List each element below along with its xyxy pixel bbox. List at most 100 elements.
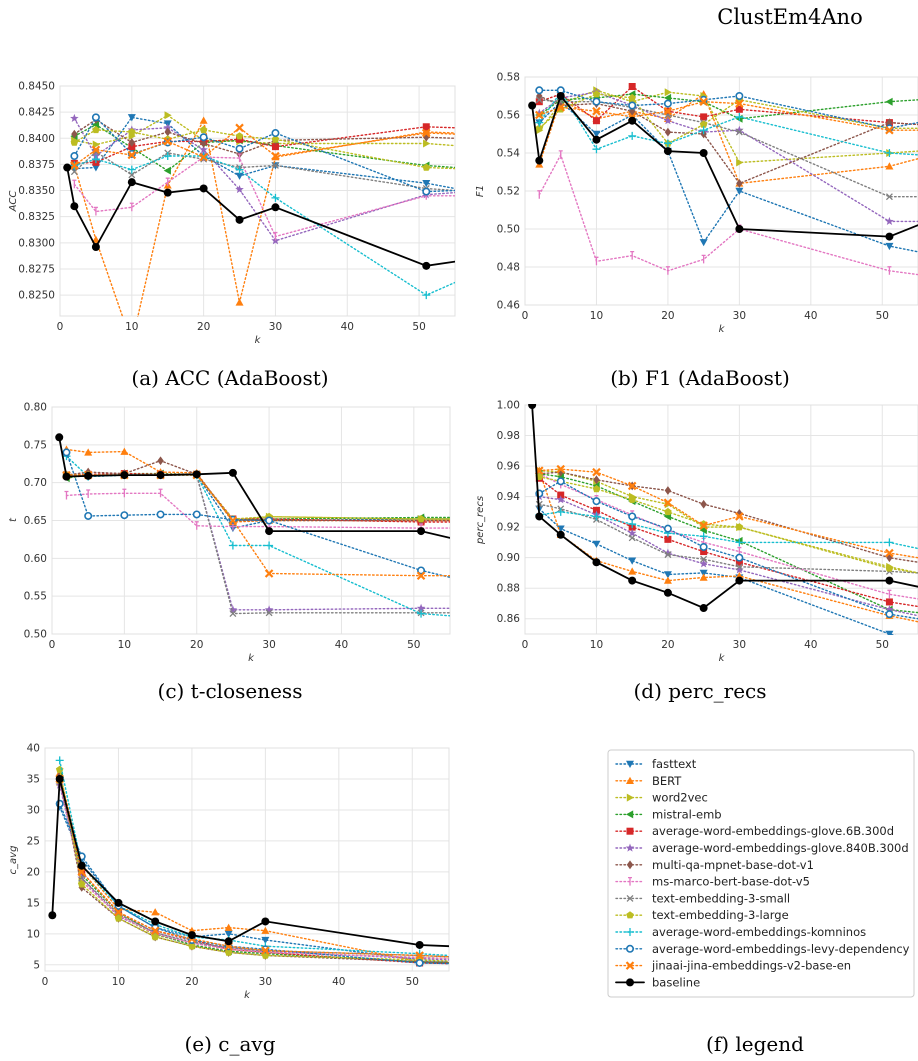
panel-caption: (c) t-closeness bbox=[158, 679, 303, 703]
data-point bbox=[735, 92, 744, 101]
c-avg-panel: 0 10 20 30 40 50 5 10 15 20 25 30 35 40 k c_avg (e) c_av… bbox=[8, 743, 450, 1056]
data-point bbox=[535, 108, 544, 117]
data-point bbox=[699, 521, 708, 530]
x-tick-label: 20 bbox=[661, 310, 674, 322]
data-point bbox=[663, 498, 673, 507]
y-tick-label: 15 bbox=[27, 897, 40, 909]
data-point bbox=[535, 98, 543, 106]
plot-area bbox=[63, 111, 455, 317]
data-point bbox=[164, 111, 172, 120]
data-point bbox=[628, 116, 637, 125]
data-point bbox=[265, 609, 273, 617]
y-tick-label: 0.92 bbox=[497, 522, 520, 534]
y-tick-label: 0.60 bbox=[24, 553, 47, 565]
data-point bbox=[271, 143, 279, 151]
data-point bbox=[271, 203, 280, 212]
data-point bbox=[128, 138, 136, 147]
legend-entry-average-word-embeddings-levy-dependency: average-word-embeddings-levy-dependency bbox=[615, 942, 910, 956]
f1-panel: 0 10 20 30 40 50 0.46 0.48 0.50 0.52 0.54 0.56 0.58 k… bbox=[475, 72, 918, 390]
data-point bbox=[535, 156, 544, 165]
x-tick-label: 30 bbox=[259, 976, 272, 988]
data-point bbox=[885, 162, 894, 170]
x-axis-label: k bbox=[719, 324, 726, 335]
data-point bbox=[55, 433, 64, 442]
plot-area bbox=[528, 83, 918, 276]
data-point bbox=[735, 565, 744, 574]
data-point bbox=[114, 907, 123, 917]
series-line bbox=[73, 118, 455, 317]
data-point bbox=[261, 936, 270, 945]
data-point bbox=[187, 931, 196, 940]
data-point bbox=[48, 911, 57, 920]
legend-marker bbox=[625, 944, 634, 953]
data-point bbox=[120, 511, 129, 520]
x-tick-label: 10 bbox=[112, 976, 125, 988]
data-point bbox=[120, 447, 129, 455]
data-point bbox=[735, 105, 743, 113]
y-tick-label: 0.58 bbox=[497, 72, 520, 84]
data-point bbox=[199, 145, 208, 154]
legend-marker bbox=[626, 760, 634, 768]
data-point bbox=[416, 603, 426, 612]
y-tick-label: 0.8275 bbox=[18, 263, 55, 275]
data-point bbox=[235, 298, 244, 306]
legend-label: word2vec bbox=[652, 791, 708, 805]
data-point bbox=[150, 926, 160, 936]
x-tick-label: 50 bbox=[876, 639, 889, 651]
data-point bbox=[556, 507, 565, 516]
series-text-embedding-3-small bbox=[56, 775, 449, 959]
legend-entry-fasttext: fasttext bbox=[615, 757, 697, 771]
series-line bbox=[531, 94, 918, 238]
x-tick-label: 50 bbox=[407, 639, 420, 651]
plot-frame bbox=[59, 85, 456, 317]
data-point bbox=[422, 261, 431, 270]
data-point bbox=[271, 161, 279, 169]
legend-entry-mistral-emb: mistral-emb bbox=[615, 807, 722, 821]
data-point bbox=[261, 946, 270, 955]
data-point bbox=[885, 548, 894, 558]
x-tick-label: 0 bbox=[57, 321, 64, 333]
data-point bbox=[592, 117, 600, 125]
series-bert bbox=[55, 768, 449, 965]
data-point bbox=[557, 467, 564, 477]
data-point bbox=[421, 128, 431, 138]
legend-items: fasttext BERT word2vec mistral-emb average-w… bbox=[615, 757, 910, 989]
data-point bbox=[417, 515, 425, 523]
data-point bbox=[885, 610, 894, 619]
data-point bbox=[885, 538, 894, 547]
data-point bbox=[735, 99, 744, 108]
data-point bbox=[663, 588, 672, 597]
x-tick-label: 30 bbox=[733, 310, 746, 322]
data-point bbox=[628, 106, 636, 116]
data-point bbox=[557, 491, 565, 499]
data-point bbox=[535, 124, 544, 132]
data-point bbox=[735, 553, 744, 562]
x-tick-label: 20 bbox=[190, 639, 203, 651]
y-tick-label: 0.80 bbox=[24, 402, 47, 414]
legend-entry-average-word-embeddings-glove-840b-300d: average-word-embeddings-glove.840B.300d bbox=[615, 841, 909, 855]
data-point bbox=[699, 97, 708, 106]
data-point bbox=[265, 527, 274, 536]
x-tick-label: 10 bbox=[590, 310, 603, 322]
data-point bbox=[127, 178, 136, 187]
data-point bbox=[628, 576, 637, 585]
data-point bbox=[628, 83, 636, 90]
series-line bbox=[51, 778, 449, 948]
data-point bbox=[665, 266, 670, 275]
data-point bbox=[663, 548, 673, 557]
data-point bbox=[188, 942, 196, 950]
series-line bbox=[73, 156, 455, 238]
x-tick-label: 30 bbox=[733, 639, 746, 651]
data-point bbox=[556, 477, 565, 486]
data-point bbox=[128, 171, 136, 179]
data-point bbox=[700, 548, 708, 556]
data-point bbox=[885, 564, 894, 572]
data-point bbox=[699, 604, 708, 613]
data-point bbox=[229, 610, 237, 618]
legend-entry-average-word-embeddings-glove-6b-300d: average-word-embeddings-glove.6B.300d bbox=[615, 824, 894, 838]
legend-label: text-embedding-3-large bbox=[652, 908, 789, 922]
data-point bbox=[700, 113, 708, 121]
data-point bbox=[628, 131, 637, 140]
series-line bbox=[538, 511, 918, 550]
data-point bbox=[55, 756, 64, 765]
